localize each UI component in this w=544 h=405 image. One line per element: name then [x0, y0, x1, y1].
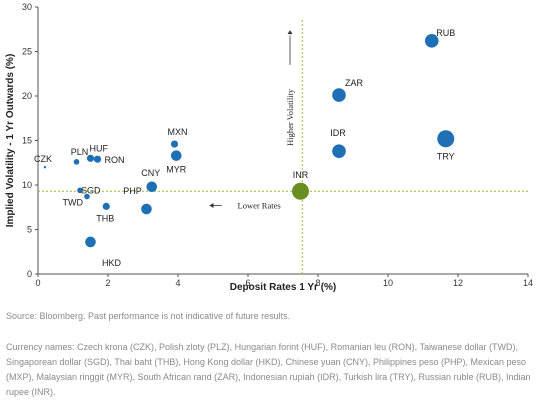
x-tick-label: 4 — [175, 278, 180, 288]
data-label-ron: RON — [105, 155, 125, 165]
y-axis-title: Implied Volatility - 1 Yr Outwards (%) — [5, 54, 16, 228]
x-axis-title: Deposit Rates 1 Yr (%) — [230, 282, 337, 293]
x-tick-label: 6 — [245, 278, 250, 288]
currency-names-note: Currency names: Czech krona (CZK), Polis… — [6, 342, 531, 397]
data-label-try: TRY — [437, 152, 455, 162]
data-label-sgd: SGD — [81, 185, 101, 195]
y-tick-label: 5 — [27, 225, 32, 235]
reference-guides — [38, 20, 528, 274]
data-label-php: PHP — [123, 186, 142, 196]
lower-rates-label: Lower Rates — [238, 200, 281, 210]
data-label-huf: HUF — [90, 143, 109, 153]
data-label-myr: MYR — [166, 165, 187, 175]
higher-volatility-arrow-head — [287, 30, 293, 35]
y-tick-label: 10 — [22, 180, 32, 190]
data-point-inr — [292, 182, 309, 200]
data-point-thb — [102, 202, 110, 210]
data-point-pln — [73, 159, 80, 165]
data-label-rub: RUB — [436, 28, 455, 38]
x-tick-label: 8 — [315, 278, 320, 288]
y-tick-label: 25 — [22, 47, 32, 57]
data-point-try — [437, 130, 455, 148]
data-point-czk — [43, 166, 47, 169]
higher-volatility-label: Higher Volatility — [285, 88, 295, 146]
data-label-czk: CZK — [34, 154, 52, 164]
x-tick-label: 0 — [35, 278, 40, 288]
data-point-rub — [424, 34, 439, 48]
data-point-php — [141, 203, 152, 215]
lower-rates-arrow-head — [209, 202, 214, 208]
data-point-cny — [146, 181, 158, 193]
data-label-zar: ZAR — [345, 78, 364, 88]
data-label-idr: IDR — [330, 128, 346, 138]
data-label-cny: CNY — [141, 168, 160, 178]
annotations: Lower Rates Higher Volatility — [209, 30, 295, 210]
data-label-mxn: MXN — [168, 127, 188, 137]
data-point-sgd — [77, 187, 83, 194]
data-point-myr — [170, 150, 182, 161]
data-point-zar — [332, 88, 346, 102]
scatter-chart: 0 5 10 15 20 25 30 0 2 4 6 8 10 12 14 Lower Rates Highe… — [5, 2, 533, 293]
y-tick-label: 15 — [22, 136, 32, 146]
data-label-hkd: HKD — [102, 258, 122, 268]
y-tick-label: 30 — [22, 2, 32, 12]
y-tick-label: 0 — [27, 269, 32, 279]
y-tick-label: 20 — [22, 91, 32, 101]
x-tick-label: 10 — [383, 278, 393, 288]
data-point-idr — [332, 144, 346, 158]
data-point-twd — [84, 193, 90, 200]
x-tick-label: 2 — [105, 278, 110, 288]
x-tick-label: 12 — [453, 278, 463, 288]
data-label-twd: TWD — [63, 198, 84, 208]
data-label-pln: PLN — [71, 147, 89, 157]
chart-axes: 0 5 10 15 20 25 30 0 2 4 6 8 10 12 14 — [22, 2, 533, 288]
data-label-inr: INR — [293, 170, 309, 180]
data-point-hkd — [85, 236, 96, 248]
x-tick-label: 14 — [523, 278, 533, 288]
data-label-thb: THB — [96, 213, 114, 223]
data-point-huf — [86, 154, 95, 162]
data-point-mxn — [170, 140, 179, 148]
data-points: CZK PLN HUF RON SGD TWD THB HKD CNY PHP MXN MYR INR Z… — [34, 28, 455, 268]
source-note: Source: Bloomberg. Past performance is n… — [6, 311, 291, 321]
data-point-ron — [93, 155, 102, 163]
